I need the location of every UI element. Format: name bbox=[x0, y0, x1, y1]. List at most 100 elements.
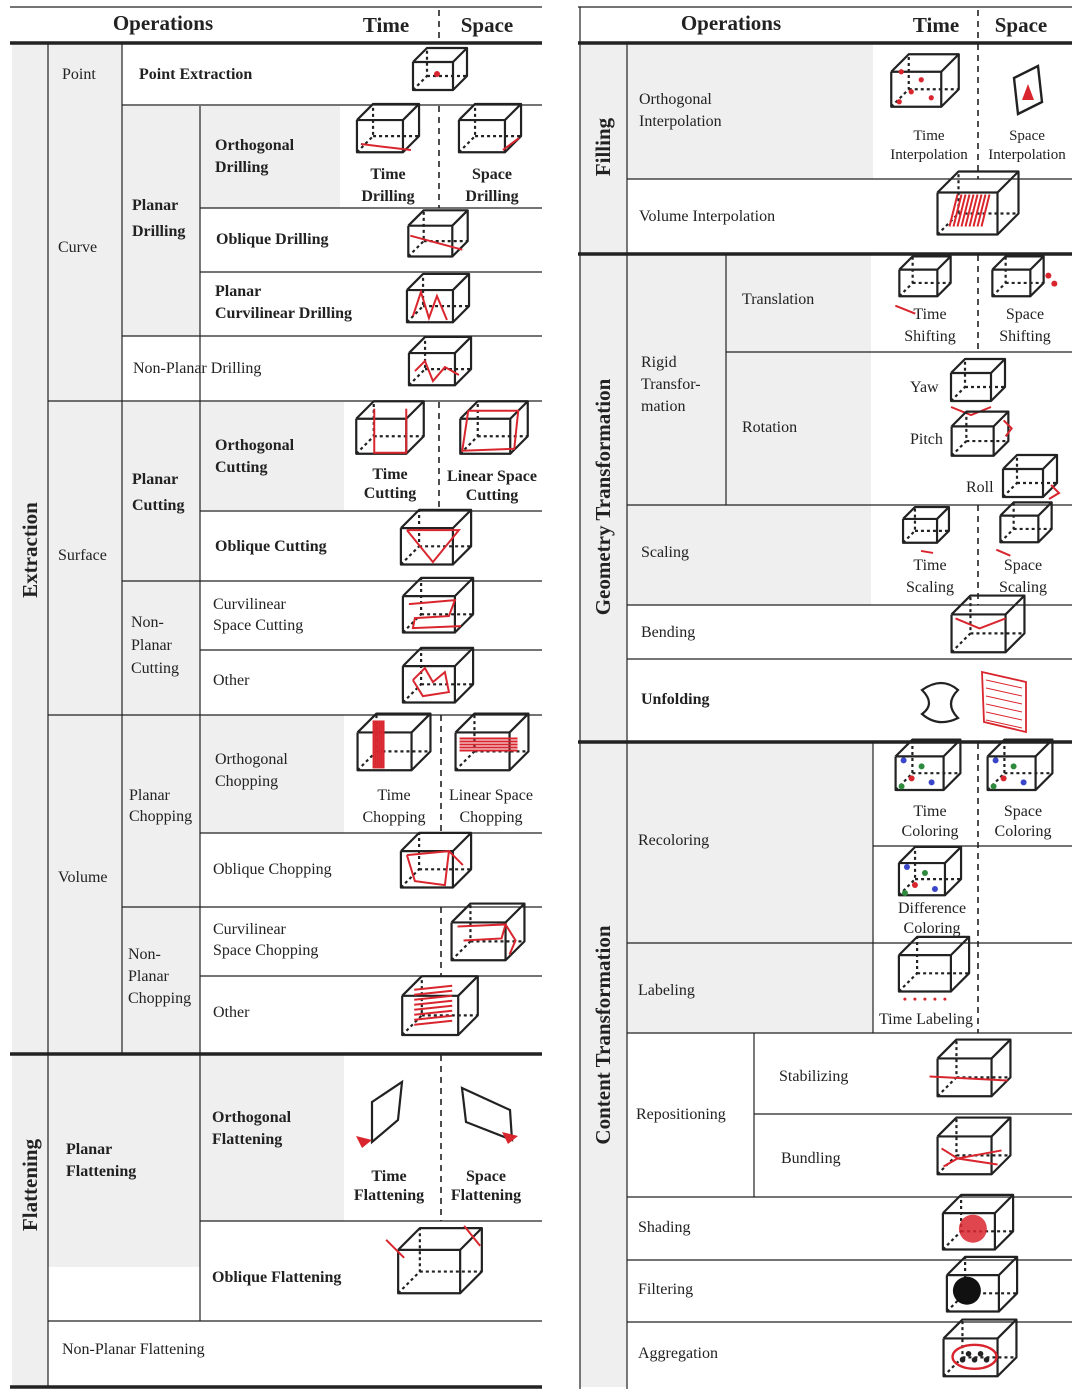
category-content-transformation: Content Transformation bbox=[591, 925, 615, 1145]
time-interpolation-label: Time Interpolation bbox=[890, 128, 968, 163]
space-scaling-label: Space Scaling bbox=[999, 557, 1047, 596]
rotation-label: Rotation bbox=[742, 419, 798, 436]
curvilinear-space-chopping-label: Curvilinear Space Chopping bbox=[213, 921, 319, 959]
shading-icon bbox=[941, 1193, 1015, 1251]
oblique-chopping-icon bbox=[399, 831, 473, 889]
shading-label: Shading bbox=[638, 1219, 691, 1236]
yaw-label: Yaw bbox=[910, 379, 939, 396]
space-interpolation-label: Space Interpolation bbox=[988, 128, 1066, 163]
linear-space-cutting-icon bbox=[459, 400, 529, 455]
time-flattening-icon bbox=[356, 1079, 404, 1148]
labeling-label: Labeling bbox=[638, 982, 695, 999]
other-cutting-label: Other bbox=[213, 672, 250, 689]
non-planar-chopping-label: Non- Planar Chopping bbox=[128, 946, 192, 1007]
group-column-fill bbox=[48, 44, 122, 1054]
oblique-drilling-label: Oblique Drilling bbox=[216, 231, 329, 248]
time-labeling-icon bbox=[897, 935, 971, 1001]
planar-chopping-label: Planar Chopping bbox=[129, 787, 193, 825]
pitch-label: Pitch bbox=[910, 431, 943, 448]
cell-fill bbox=[200, 402, 344, 510]
time-shifting-icon bbox=[894, 255, 952, 315]
curvilinear-space-cutting-label: Curvilinear Space Cutting bbox=[213, 596, 304, 634]
repositioning-label: Repositioning bbox=[636, 1106, 726, 1123]
time-drilling-label: Time Drilling bbox=[361, 166, 415, 205]
roll-rotation-icon bbox=[1001, 453, 1061, 500]
other-cutting-icon bbox=[401, 646, 475, 704]
difference-coloring-icon bbox=[897, 845, 963, 897]
non-planar-cutting-label: Non- Planar Cutting bbox=[131, 614, 180, 677]
planar-curvilinear-drilling-icon bbox=[405, 272, 471, 324]
subgroup-fill bbox=[122, 106, 200, 336]
aggregation-icon bbox=[942, 1318, 1018, 1378]
subgroup-fill bbox=[627, 255, 727, 505]
bending-icon bbox=[950, 594, 1026, 654]
subgroup-fill bbox=[122, 715, 200, 1053]
difference-coloring-label: Difference Coloring bbox=[897, 900, 967, 937]
category-flattening: Flattening bbox=[18, 1138, 42, 1232]
time-coloring-icon bbox=[894, 738, 962, 792]
orthogonal-interpolation-label: Orthogonal Interpolation bbox=[639, 91, 722, 130]
bending-label: Bending bbox=[641, 624, 696, 641]
cell-fill bbox=[48, 1055, 200, 1267]
left-header-time: Time bbox=[362, 13, 410, 37]
volume-interpolation-icon bbox=[936, 170, 1020, 236]
subgroup-fill bbox=[122, 402, 200, 715]
volume-interpolation-label: Volume Interpolation bbox=[639, 208, 776, 225]
curvilinear-space-cutting-icon bbox=[401, 576, 475, 634]
yaw-rotation-icon bbox=[949, 357, 1007, 417]
linear-space-cutting-label: Linear Space Cutting bbox=[447, 468, 537, 504]
cell-fill bbox=[627, 943, 873, 1033]
linear-space-chopping-label: Linear Space Chopping bbox=[449, 787, 533, 826]
time-scaling-label: Time Scaling bbox=[906, 557, 954, 596]
stabilizing-label: Stabilizing bbox=[779, 1068, 849, 1085]
space-scaling-icon bbox=[995, 501, 1053, 557]
time-flattening-label: Time Flattening bbox=[353, 1168, 425, 1204]
cell-fill bbox=[200, 106, 340, 208]
time-labeling-label: Time Labeling bbox=[878, 1011, 974, 1028]
right-header-operations: Operations bbox=[680, 11, 782, 35]
space-flattening-icon bbox=[460, 1086, 518, 1144]
orthogonal-flattening-label: Orthogonal Flattening bbox=[212, 1109, 292, 1148]
linear-space-chopping-icon bbox=[454, 712, 530, 772]
planar-drilling-label: Planar Drilling bbox=[132, 197, 186, 240]
non-planar-flattening-label: Non-Planar Flattening bbox=[62, 1341, 205, 1358]
time-drilling-icon bbox=[355, 102, 421, 154]
bundling-icon bbox=[936, 1116, 1012, 1176]
roll-label: Roll bbox=[966, 479, 994, 496]
group-surface: Surface bbox=[58, 547, 107, 564]
cell-fill bbox=[200, 715, 344, 833]
time-shifting-label: Time Shifting bbox=[904, 306, 956, 345]
stabilizing-icon bbox=[929, 1038, 1012, 1098]
cell-fill bbox=[727, 352, 871, 505]
bundling-label: Bundling bbox=[781, 1150, 841, 1167]
pitch-rotation-icon bbox=[950, 410, 1013, 457]
cell-fill bbox=[627, 505, 871, 605]
oblique-chopping-label: Oblique Chopping bbox=[213, 861, 332, 878]
orthogonal-drilling-label: Orthogonal Drilling bbox=[215, 137, 295, 176]
space-drilling-icon bbox=[457, 102, 523, 154]
time-cutting-label: Time Cutting bbox=[363, 466, 417, 502]
time-chopping-icon bbox=[356, 712, 432, 772]
cell-fill bbox=[727, 255, 871, 352]
planar-curvilinear-drilling-label: Planar Curvilinear Drilling bbox=[215, 283, 353, 322]
planar-cutting-label: Planar Cutting bbox=[132, 471, 185, 514]
space-coloring-label: Space Coloring bbox=[994, 803, 1052, 840]
space-coloring-icon bbox=[986, 738, 1054, 792]
oblique-flattening-label: Oblique Flattening bbox=[212, 1269, 342, 1286]
recoloring-label: Recoloring bbox=[638, 832, 710, 849]
oblique-drilling-icon bbox=[407, 209, 469, 258]
time-coloring-label: Time Coloring bbox=[901, 803, 959, 840]
planar-flattening-label: Planar Flattening bbox=[66, 1141, 137, 1180]
non-planar-drilling-label: Non-Planar Drilling bbox=[133, 360, 262, 377]
group-curve: Curve bbox=[58, 239, 98, 256]
oblique-cutting-icon bbox=[399, 508, 473, 566]
category-geometry-transformation: Geometry Transformation bbox=[591, 378, 615, 616]
orthogonal-chopping-label: Orthogonal Chopping bbox=[215, 751, 288, 790]
right-header-space: Space bbox=[994, 13, 1048, 37]
filtering-icon bbox=[945, 1255, 1019, 1313]
category-column-fill bbox=[580, 44, 627, 1387]
group-volume: Volume bbox=[58, 869, 108, 886]
curvilinear-space-chopping-icon bbox=[450, 902, 526, 962]
space-shifting-label: Space Shifting bbox=[999, 306, 1051, 345]
